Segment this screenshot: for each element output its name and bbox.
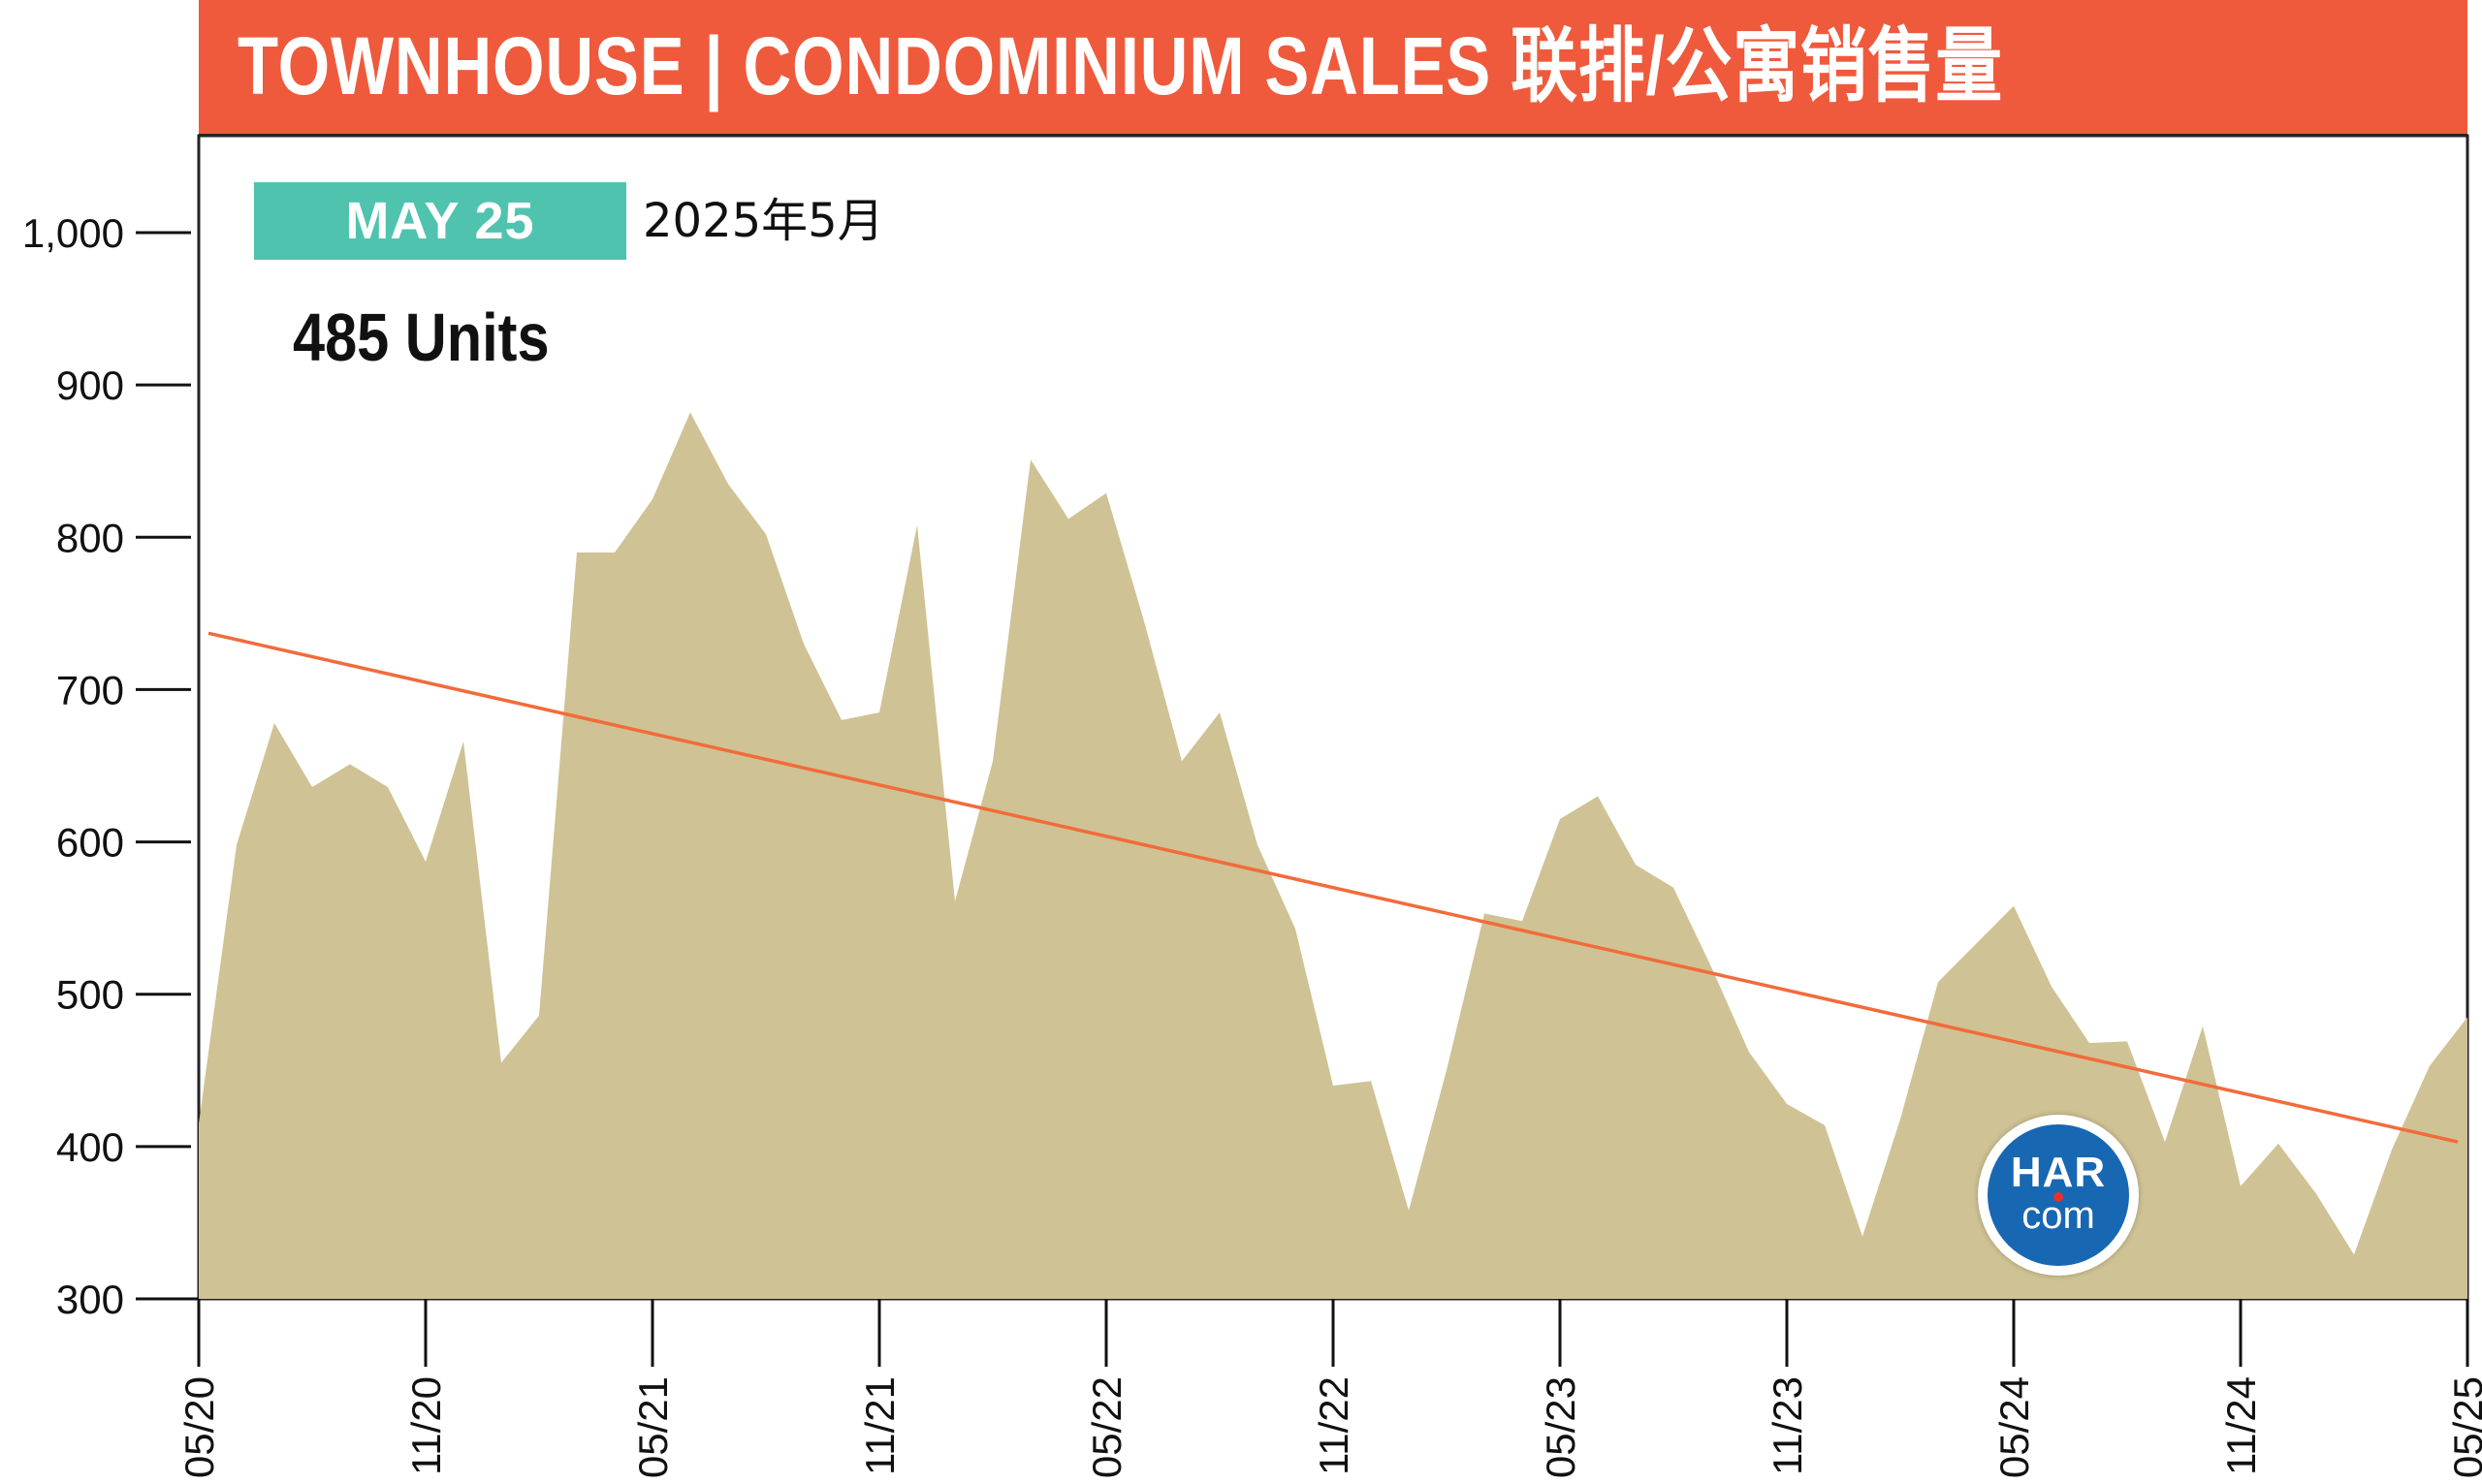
x-tick-label: 11/24 xyxy=(2218,1376,2264,1475)
x-tick-label: 11/21 xyxy=(857,1376,903,1475)
y-tick-label: 400 xyxy=(56,1124,124,1170)
x-tick-label: 11/20 xyxy=(403,1376,449,1475)
x-tick-label: 11/22 xyxy=(1311,1376,1356,1475)
area-series xyxy=(199,412,2467,1299)
x-tick-label: 05/25 xyxy=(2445,1376,2482,1478)
har-logo-dot xyxy=(2053,1192,2063,1202)
y-tick-label: 1,000 xyxy=(22,210,124,256)
trend-line xyxy=(207,631,2459,1144)
x-tick-label: 11/23 xyxy=(1765,1376,1810,1475)
x-tick-label: 05/24 xyxy=(1991,1376,2037,1478)
y-tick-label: 900 xyxy=(56,363,124,408)
x-tick-label: 05/22 xyxy=(1084,1376,1130,1478)
y-tick-label: 600 xyxy=(56,820,124,866)
month-badge: MAY 25 xyxy=(254,182,626,260)
units-headline: 485 Units xyxy=(293,300,550,375)
x-tick-label: 05/23 xyxy=(1538,1376,1583,1478)
y-tick-label: 700 xyxy=(56,667,124,712)
har-logo-text: HAR xyxy=(2010,1149,2107,1196)
x-tick-label: 05/20 xyxy=(176,1376,222,1478)
har-logo: HAR com xyxy=(1978,1115,2139,1276)
month-chinese-label: 2025年5月 xyxy=(643,194,884,248)
y-tick-label: 300 xyxy=(56,1277,124,1322)
chart-title: TOWNHOUSE | CONDOMINIUM SALES 联排/公寓销售量 xyxy=(238,20,2003,111)
trend-series xyxy=(207,631,2459,1144)
har-logo-com: com xyxy=(2021,1194,2095,1237)
chart-title-banner: TOWNHOUSE | CONDOMINIUM SALES 联排/公寓销售量 xyxy=(199,0,2467,137)
month-badge-label: MAY 25 xyxy=(345,192,535,250)
x-tick-label: 05/21 xyxy=(630,1376,676,1478)
y-tick-label: 800 xyxy=(56,515,124,560)
har-logo-circle: HAR com xyxy=(1988,1124,2129,1266)
area-fill xyxy=(199,412,2467,1299)
axes: 300 400 500 600 700 800 900 1,000 05/20 11/20 05/2… xyxy=(22,210,2482,1478)
y-tick-label: 500 xyxy=(56,972,124,1018)
